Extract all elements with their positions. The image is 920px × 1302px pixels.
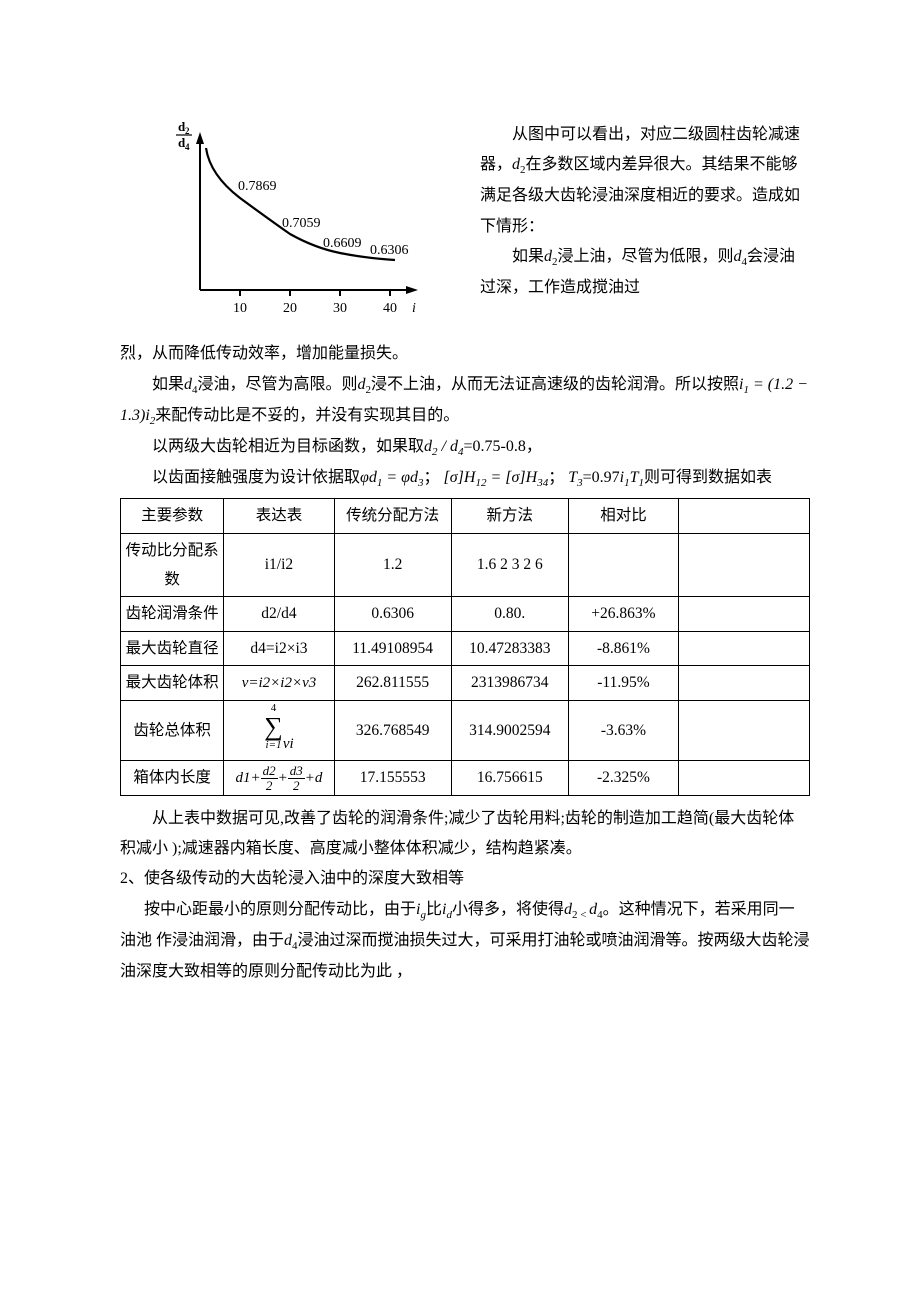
cell xyxy=(679,666,810,700)
l4a: 以齿面接触强度为设计依据取 xyxy=(152,469,360,486)
cell xyxy=(679,533,810,597)
cell: d4=i2×i3 xyxy=(224,631,334,665)
cell: 10.47283383 xyxy=(451,631,568,665)
th-expr: 表达表 xyxy=(224,499,334,533)
table-row: 最大齿轮直径 d4=i2×i3 11.49108954 10.47283383 … xyxy=(121,631,810,665)
cell xyxy=(679,597,810,631)
th-new: 新方法 xyxy=(451,499,568,533)
cell-frac: d1+d22+d32+d xyxy=(224,761,334,795)
cell: 326.768549 xyxy=(334,700,451,761)
cell: 传动比分配系数 xyxy=(121,533,224,597)
ratio-chart: d 2 d 4 10 20 30 40 i 0.7869 0.7059 0.66… xyxy=(160,120,430,331)
cell: -8.861% xyxy=(568,631,678,665)
cell-sum: 4 ∑ i=1 vi xyxy=(224,700,334,761)
cell: 11.49108954 xyxy=(334,631,451,665)
cell: 齿轮总体积 xyxy=(121,700,224,761)
l2b: 浸油，尽管为高限。则 xyxy=(198,376,358,393)
cell: d2/d4 xyxy=(224,597,334,631)
section-2-heading: 2、使各级传动的大齿轮浸入油中的深度大致相等 xyxy=(120,864,810,894)
svg-text:0.6306: 0.6306 xyxy=(370,243,409,258)
side-p2a: 如果 xyxy=(512,248,544,265)
ad4: d xyxy=(589,901,597,918)
cell: 齿轮润滑条件 xyxy=(121,597,224,631)
after-p1: 从上表中数据可见,改善了齿轮的润滑条件;减少了齿轮用料;齿轮的制造加工趋简(最大… xyxy=(120,804,810,865)
cell: -11.95% xyxy=(568,666,678,700)
cell: 箱体内长度 xyxy=(121,761,224,795)
cell: +26.863% xyxy=(568,597,678,631)
cell: 262.811555 xyxy=(334,666,451,700)
cell: 16.756615 xyxy=(451,761,568,795)
lt: < xyxy=(577,909,589,921)
svg-text:4: 4 xyxy=(185,142,190,152)
sum-bot: i=1 xyxy=(264,740,283,751)
svg-text:0.6609: 0.6609 xyxy=(323,236,362,251)
l3a: 以两级大齿轮相近为目标函数，如果取 xyxy=(152,438,424,455)
sum-body: vi xyxy=(283,736,294,752)
chart-svg: d 2 d 4 10 20 30 40 i 0.7869 0.7059 0.66… xyxy=(160,120,430,320)
cell: 2313986734 xyxy=(451,666,568,700)
side-p1b: 在多数区域内差异很大。其结果不能够满足各级大齿轮浸油深度相近的要求。造成如下情形… xyxy=(480,156,800,234)
ad2: d xyxy=(564,901,572,918)
ap2a: 按中心距最小的原则分配传动比，由于 xyxy=(144,901,416,918)
side-p2b: 浸上油，尽管为低限，则 xyxy=(558,248,734,265)
l4b: 则可得到数据如表 xyxy=(644,469,772,486)
svg-text:i: i xyxy=(412,301,416,316)
th-rel: 相对比 xyxy=(568,499,678,533)
cell: 17.155553 xyxy=(334,761,451,795)
table-row: 齿轮总体积 4 ∑ i=1 vi 326.768549 314.9002594 … xyxy=(121,700,810,761)
cell xyxy=(679,700,810,761)
cell: 最大齿轮体积 xyxy=(121,666,224,700)
l3b: =0.75-0.8， xyxy=(463,438,541,455)
th-param: 主要参数 xyxy=(121,499,224,533)
l2c: 浸不上油，从而无法证高速级的齿轮润滑。所以按照 xyxy=(371,376,739,393)
cell: 1.6 2 3 2 6 xyxy=(451,533,568,597)
ad4b: d xyxy=(284,932,292,949)
svg-text:40: 40 xyxy=(383,301,397,316)
th-blank xyxy=(679,499,810,533)
l2d: 来配传动比是不妥的，并没有实现其目的。 xyxy=(155,407,459,424)
cell xyxy=(568,533,678,597)
body-line4: 以齿面接触强度为设计依据取φd1 = φd3； [σ]H12 = [σ]H34；… xyxy=(120,463,810,494)
comparison-table: 主要参数 表达表 传统分配方法 新方法 相对比 传动比分配系数 i1/i2 1.… xyxy=(120,498,810,796)
l2a: 如果 xyxy=(152,376,184,393)
cell: v=i2×i2×v3 xyxy=(224,666,334,700)
l2-d4: d xyxy=(184,376,192,393)
table-row: 齿轮润滑条件 d2/d4 0.6306 0.80. +26.863% xyxy=(121,597,810,631)
cell: 0.6306 xyxy=(334,597,451,631)
cell: i1/i2 xyxy=(224,533,334,597)
table-row: 最大齿轮体积 v=i2×i2×v3 262.811555 2313986734 … xyxy=(121,666,810,700)
cell xyxy=(679,761,810,795)
after-p2: 按中心距最小的原则分配传动比，由于ig比id小得多，将使得d2 < d4。这种情… xyxy=(120,895,810,988)
cell: -3.63% xyxy=(568,700,678,761)
table-header-row: 主要参数 表达表 传统分配方法 新方法 相对比 xyxy=(121,499,810,533)
svg-text:10: 10 xyxy=(233,301,247,316)
ap2c: 小得多，将使得 xyxy=(452,901,564,918)
body-line2: 如果d4浸油，尽管为高限。则d2浸不上油，从而无法证高速级的齿轮润滑。所以按照i… xyxy=(120,370,810,432)
cell: 0.80. xyxy=(451,597,568,631)
cell: 最大齿轮直径 xyxy=(121,631,224,665)
cell: -2.325% xyxy=(568,761,678,795)
body-line3: 以两级大齿轮相近为目标函数，如果取d2 / d4=0.75-0.8， xyxy=(120,432,810,463)
l2-d2: d xyxy=(358,376,366,393)
cell: 1.2 xyxy=(334,533,451,597)
l4s1: ； xyxy=(424,469,440,486)
table-row: 传动比分配系数 i1/i2 1.2 1.6 2 3 2 6 xyxy=(121,533,810,597)
l4eq3b: =0.97 xyxy=(583,469,620,486)
var-d2b: d xyxy=(544,248,552,265)
table-row: 箱体内长度 d1+d22+d32+d 17.155553 16.756615 -… xyxy=(121,761,810,795)
cell xyxy=(679,631,810,665)
svg-text:0.7059: 0.7059 xyxy=(282,216,321,231)
th-old: 传统分配方法 xyxy=(334,499,451,533)
body-line1: 烈，从而降低传动效率，增加能量损失。 xyxy=(120,339,810,369)
var-d4: d xyxy=(734,248,742,265)
ap2b: 比 xyxy=(426,901,442,918)
side-paragraphs: 从图中可以看出，对应二级圆柱齿轮减速器，d2在多数区域内差异很大。其结果不能够满… xyxy=(480,120,810,304)
top-block: d 2 d 4 10 20 30 40 i 0.7869 0.7059 0.66… xyxy=(120,120,810,331)
var-d2: d xyxy=(512,156,520,173)
l4s2: ； xyxy=(548,469,564,486)
svg-text:20: 20 xyxy=(283,301,297,316)
svg-text:30: 30 xyxy=(333,301,347,316)
svg-text:0.7869: 0.7869 xyxy=(238,179,277,194)
cell: 314.9002594 xyxy=(451,700,568,761)
